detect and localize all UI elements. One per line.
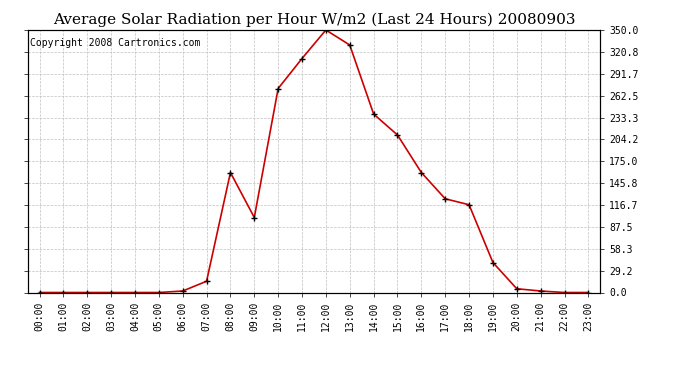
Title: Average Solar Radiation per Hour W/m2 (Last 24 Hours) 20080903: Average Solar Radiation per Hour W/m2 (L… xyxy=(52,13,575,27)
Text: Copyright 2008 Cartronics.com: Copyright 2008 Cartronics.com xyxy=(30,38,201,48)
